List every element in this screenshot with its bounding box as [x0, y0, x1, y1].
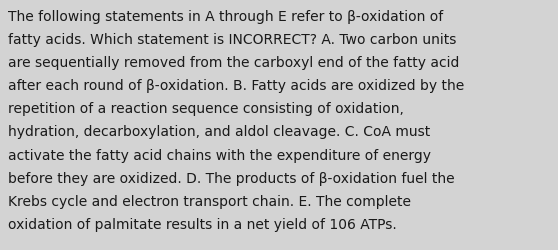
Text: activate the fatty acid chains with the expenditure of energy: activate the fatty acid chains with the … [8, 148, 431, 162]
Text: fatty acids. Which statement is INCORRECT? A. Two carbon units: fatty acids. Which statement is INCORREC… [8, 33, 457, 47]
Text: repetition of a reaction sequence consisting of oxidation,: repetition of a reaction sequence consis… [8, 102, 404, 116]
Text: are sequentially removed from the carboxyl end of the fatty acid: are sequentially removed from the carbox… [8, 56, 460, 70]
Text: The following statements in A through E refer to β-oxidation of: The following statements in A through E … [8, 10, 444, 24]
Text: before they are oxidized. D. The products of β-oxidation fuel the: before they are oxidized. D. The product… [8, 171, 455, 185]
Text: oxidation of palmitate results in a net yield of 106 ATPs.: oxidation of palmitate results in a net … [8, 217, 397, 231]
Text: after each round of β-oxidation. B. Fatty acids are oxidized by the: after each round of β-oxidation. B. Fatt… [8, 79, 465, 93]
Text: Krebs cycle and electron transport chain. E. The complete: Krebs cycle and electron transport chain… [8, 194, 411, 208]
Text: hydration, decarboxylation, and aldol cleavage. C. CoA must: hydration, decarboxylation, and aldol cl… [8, 125, 431, 139]
